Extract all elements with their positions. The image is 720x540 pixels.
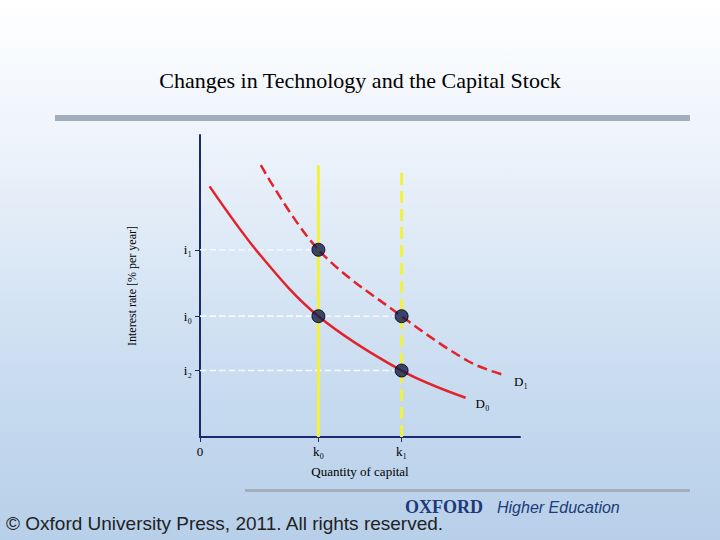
svg-text:OXFORD: OXFORD [405, 497, 483, 517]
svg-text:k₁: k₁ [396, 444, 407, 459]
svg-text:Changes in Technology and the: Changes in Technology and the Capital St… [159, 68, 560, 93]
svg-text:Quantity of capital: Quantity of capital [311, 464, 409, 479]
svg-text:i₁: i₁ [184, 242, 192, 257]
svg-text:0: 0 [197, 444, 204, 459]
svg-text:D₁: D₁ [514, 374, 528, 389]
svg-text:i₀: i₀ [184, 309, 192, 324]
svg-text:D₀: D₀ [476, 396, 490, 411]
svg-text:Higher Education: Higher Education [497, 499, 620, 516]
svg-text:i₂: i₂ [184, 363, 192, 378]
svg-text:k₀: k₀ [313, 444, 324, 459]
svg-text:Interest rate [% per year]: Interest rate [% per year] [125, 226, 139, 346]
svg-text:© Oxford University Press, 201: © Oxford University Press, 2011. All rig… [6, 513, 443, 534]
